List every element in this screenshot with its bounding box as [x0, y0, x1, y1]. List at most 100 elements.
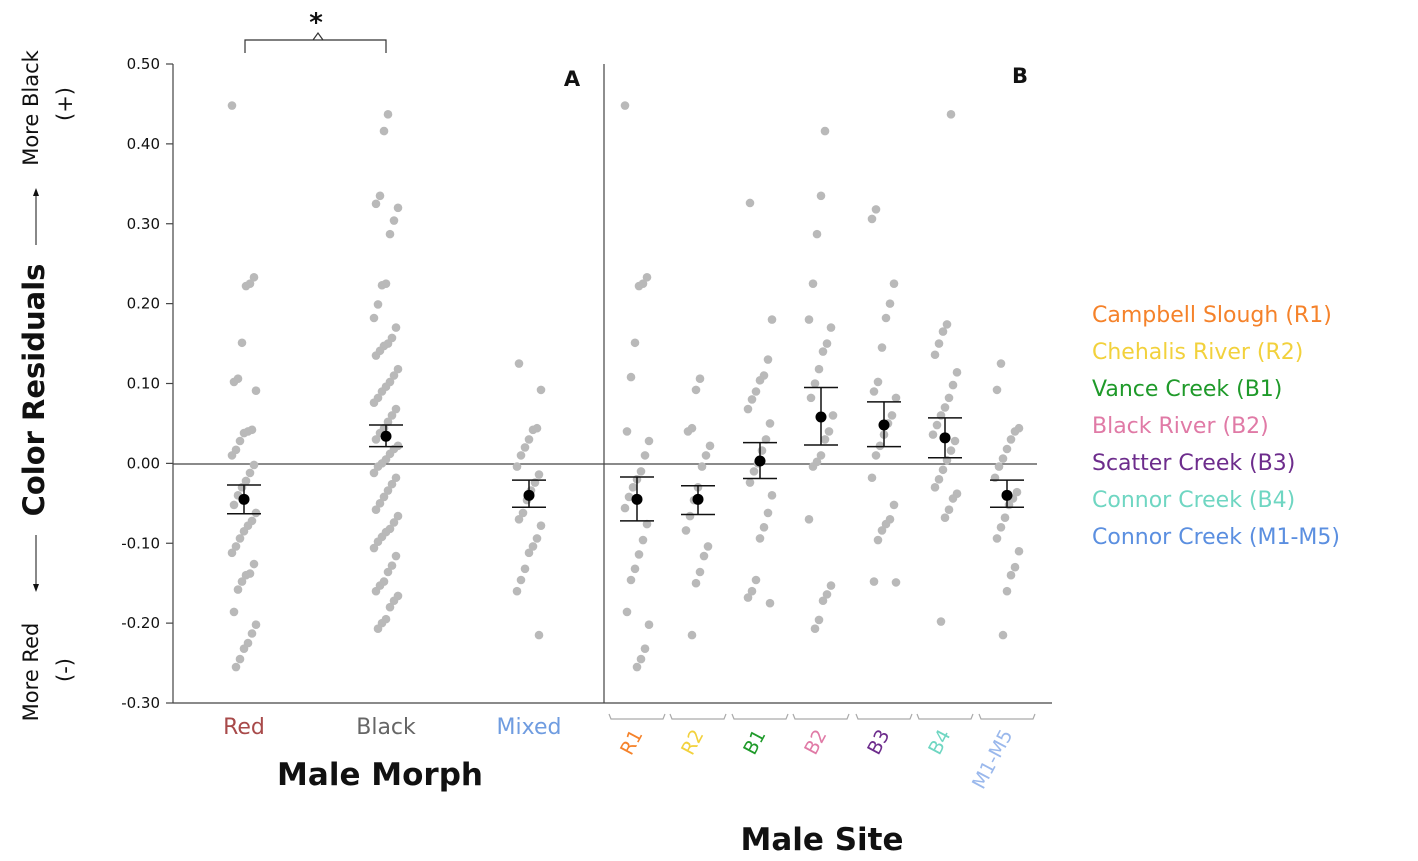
y-tick-label: -0.10 [121, 534, 160, 552]
data-point [235, 534, 245, 543]
x-axis-title-morph: Male Morph [277, 757, 483, 793]
data-point [814, 364, 824, 374]
data-point [691, 385, 701, 395]
y-tick-label: -0.20 [121, 614, 160, 632]
data-point [536, 521, 546, 530]
data-point [930, 483, 940, 492]
data-point [520, 443, 530, 452]
panel-b-marks [620, 101, 1024, 672]
data-point [881, 519, 891, 529]
data-point [247, 629, 257, 638]
y-tick-label: -0.30 [121, 694, 160, 712]
y-axis-arrowhead-down [33, 584, 39, 592]
panel-label-a: A [564, 67, 581, 91]
data-point [998, 630, 1008, 640]
data-point [241, 476, 251, 486]
data-point [373, 462, 383, 471]
data-point [391, 551, 401, 561]
y-tick-label: 0.00 [127, 454, 160, 472]
data-point [743, 404, 753, 414]
site-bracket [916, 713, 974, 720]
site-label: B2 [800, 726, 831, 759]
data-point [765, 419, 775, 428]
data-point [810, 379, 820, 388]
data-point [763, 355, 773, 364]
site-label: R2 [677, 726, 708, 759]
data-point [640, 644, 650, 653]
data-point [885, 299, 895, 308]
data-point [699, 551, 709, 561]
data-point [249, 460, 259, 470]
mean-point [238, 493, 250, 505]
data-point [1006, 435, 1016, 444]
data-point [936, 617, 946, 626]
data-point [626, 575, 636, 585]
data-point [642, 272, 652, 282]
y-axis-minus-sign: (-) [53, 658, 77, 682]
data-point [235, 436, 245, 446]
data-point [239, 526, 249, 536]
data-point [683, 427, 693, 436]
site-label: M1-M5 [968, 726, 1017, 793]
data-point [928, 430, 938, 439]
data-point [512, 462, 522, 471]
significance-bracket: * [244, 8, 387, 53]
data-point [227, 451, 237, 460]
data-point [818, 347, 828, 356]
data-point [229, 500, 239, 510]
data-point [806, 393, 816, 403]
data-point [385, 229, 395, 239]
data-point [822, 590, 832, 599]
data-point [512, 586, 522, 596]
data-point [229, 607, 239, 617]
data-point [816, 451, 826, 460]
data-point [371, 505, 381, 515]
data-point [703, 542, 713, 551]
data-point [632, 662, 642, 672]
data-point [387, 561, 397, 570]
y-tick-label: 0.40 [127, 135, 160, 153]
legend-entry: Campbell Slough (R1) [1092, 303, 1332, 328]
data-point [998, 454, 1008, 463]
mean-point [1001, 489, 1013, 501]
y-axis-title: Color Residuals [17, 264, 51, 517]
data-point [383, 486, 393, 495]
data-point [620, 503, 630, 513]
data-point [622, 607, 632, 617]
data-point [887, 411, 897, 420]
y-axis-more-red: More Red [19, 623, 43, 722]
data-point [249, 559, 259, 569]
data-point [808, 279, 818, 288]
site-label: B1 [739, 726, 770, 759]
data-point [1010, 427, 1020, 436]
data-point [636, 654, 646, 664]
data-point [534, 470, 544, 479]
data-point [227, 101, 237, 110]
data-point [992, 534, 1002, 543]
site-label: R1 [616, 726, 647, 759]
data-point [640, 451, 650, 460]
data-point [391, 323, 401, 332]
data-point [938, 327, 948, 336]
data-point [251, 508, 261, 518]
data-point [867, 214, 877, 224]
y-axis-arrowhead-up [33, 188, 39, 196]
data-point [952, 368, 962, 377]
data-point [393, 511, 403, 521]
data-point [747, 395, 757, 404]
site-bracket [792, 713, 850, 720]
data-point [818, 596, 828, 606]
data-point [948, 494, 958, 503]
data-point [767, 491, 777, 500]
data-point [237, 338, 247, 348]
data-point [877, 343, 887, 352]
data-point [241, 281, 251, 291]
data-point [383, 110, 393, 119]
data-point [389, 371, 399, 380]
mean-point [754, 455, 766, 467]
data-point [371, 199, 381, 209]
data-point [828, 411, 838, 420]
data-point [814, 615, 824, 625]
data-point [948, 380, 958, 390]
panel-b-site-labels: R1 R2 B1 B2 B3 B4 M1-M5 [608, 713, 1036, 793]
